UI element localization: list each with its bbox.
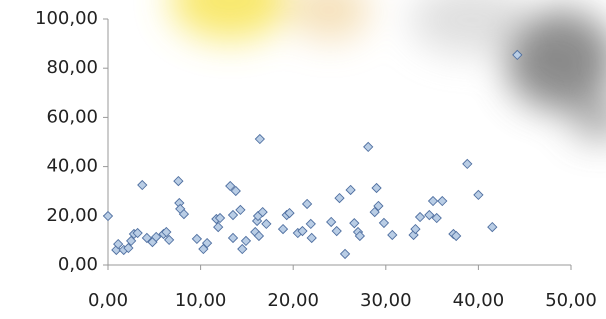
point bbox=[429, 197, 438, 206]
point bbox=[307, 233, 316, 242]
y-tick-label: 60,00 bbox=[46, 106, 98, 127]
point bbox=[416, 213, 425, 222]
point bbox=[241, 236, 250, 245]
background-photo bbox=[170, 0, 606, 140]
y-tick-label: 20,00 bbox=[46, 205, 98, 226]
point bbox=[332, 227, 341, 236]
point bbox=[303, 199, 312, 208]
point bbox=[350, 219, 359, 228]
point bbox=[474, 190, 483, 199]
point bbox=[174, 177, 183, 186]
point bbox=[335, 194, 344, 203]
point bbox=[306, 219, 315, 228]
x-tick-label: 50,00 bbox=[545, 290, 597, 311]
point bbox=[255, 135, 264, 144]
point bbox=[138, 181, 147, 190]
x-tick-label: 10,00 bbox=[175, 290, 227, 311]
y-tick-label: 80,00 bbox=[46, 57, 98, 78]
point bbox=[379, 218, 388, 227]
point bbox=[488, 223, 497, 232]
x-tick-label: 20,00 bbox=[267, 290, 319, 311]
y-tick-label: 40,00 bbox=[46, 156, 98, 177]
point bbox=[372, 184, 381, 193]
point bbox=[262, 219, 271, 228]
y-tick-label: 100,00 bbox=[35, 8, 98, 29]
point bbox=[279, 225, 288, 234]
point bbox=[438, 197, 447, 206]
x-tick-label: 40,00 bbox=[453, 290, 505, 311]
point bbox=[214, 223, 223, 232]
x-tick-label: 30,00 bbox=[360, 290, 412, 311]
chart: 0,00 20,00 40,00 60,00 80,00 100,00 0,00 10,00 2… bbox=[0, 0, 606, 319]
point bbox=[229, 211, 238, 220]
point bbox=[238, 245, 247, 254]
x-tick-label: 0,00 bbox=[88, 290, 128, 311]
point bbox=[104, 212, 113, 221]
point bbox=[229, 233, 238, 242]
point bbox=[463, 159, 472, 168]
point bbox=[364, 142, 373, 151]
y-tick-label: 0,00 bbox=[58, 254, 98, 275]
point bbox=[341, 249, 350, 258]
point bbox=[192, 234, 201, 243]
point bbox=[346, 185, 355, 194]
point bbox=[388, 230, 397, 239]
point bbox=[327, 217, 336, 226]
point bbox=[236, 205, 245, 214]
